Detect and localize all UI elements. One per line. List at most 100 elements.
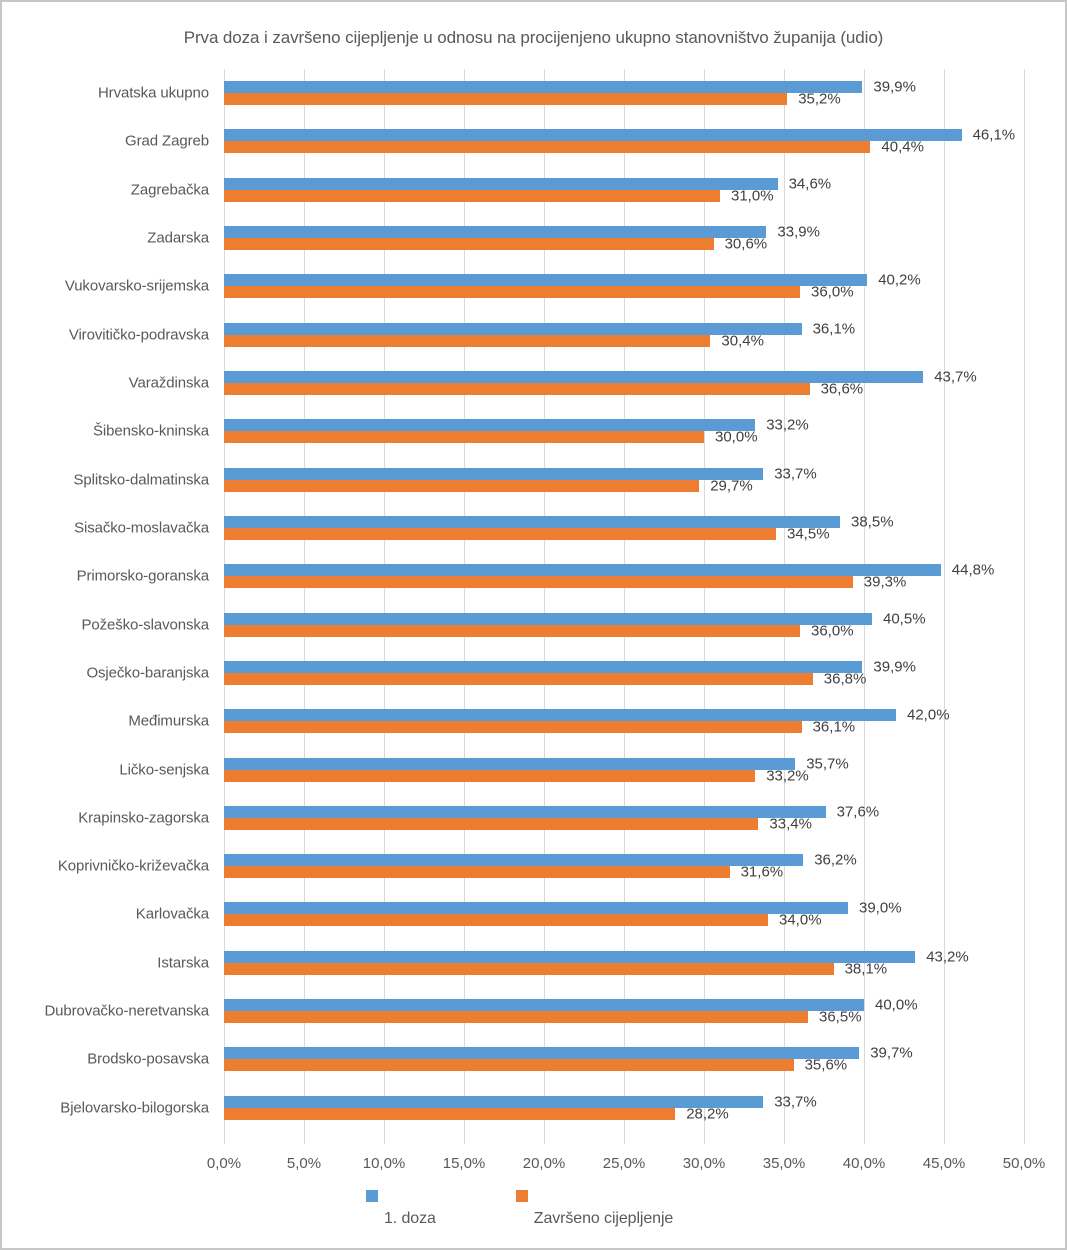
first-dose-bar: 33,9% — [224, 224, 820, 241]
value-label: 30,4% — [721, 332, 764, 350]
legend-label-first-dose: 1. doza — [384, 1210, 436, 1227]
category-label: Međimurska — [128, 712, 209, 730]
value-label: 29,7% — [710, 477, 753, 495]
chart-row: Sisačko-moslavačka 38,5% 34,5% — [74, 504, 1024, 552]
category-label: Brodsko-posavska — [87, 1050, 209, 1068]
completed-bar: 40,4% — [224, 139, 924, 156]
value-label: 33,2% — [766, 767, 809, 785]
first-dose-bar: 39,9% — [224, 658, 916, 675]
value-label: 38,1% — [844, 960, 888, 978]
value-label: 36,2% — [814, 851, 857, 869]
category-label: Požeško-slavonska — [81, 616, 209, 634]
completed-bar: 36,1% — [224, 719, 855, 736]
completed-bar: 30,4% — [224, 332, 764, 349]
value-label: 39,7% — [870, 1044, 913, 1062]
value-label: 36,8% — [823, 670, 867, 688]
first-dose-bar: 33,2% — [224, 417, 809, 434]
first-dose-bar: 40,2% — [224, 272, 921, 289]
chart-row: Grad Zagreb 46,1% 40,4% — [125, 117, 1024, 165]
value-label: 30,0% — [715, 428, 758, 446]
value-label: 35,6% — [804, 1056, 848, 1074]
chart-row: Dubrovačko-neretvanska 40,0% 36,5% — [44, 987, 1024, 1035]
value-label: 35,7% — [806, 755, 849, 773]
category-label: Sisačko-moslavačka — [74, 519, 209, 537]
value-label: 28,2% — [686, 1105, 729, 1123]
chart-row: Požeško-slavonska 40,5% 36,0% — [81, 600, 1024, 648]
completed-bar: 38,1% — [224, 960, 887, 977]
x-axis-tick: 30,0% — [682, 1155, 726, 1172]
value-label: 31,6% — [740, 863, 784, 881]
legend-entry-first-dose: 1. doza — [366, 1190, 436, 1228]
value-label: 39,9% — [873, 658, 916, 676]
chart-row: Splitsko-dalmatinska 33,7% 29,7% — [73, 456, 1024, 504]
first-dose-bar: 36,1% — [224, 320, 855, 337]
category-label: Osječko-baranjska — [86, 664, 209, 682]
completed-bar: 28,2% — [224, 1105, 729, 1122]
value-label: 36,1% — [812, 718, 856, 736]
value-label: 40,0% — [875, 996, 918, 1014]
gridline — [704, 69, 705, 1144]
first-dose-bar: 33,7% — [224, 1093, 817, 1110]
gridline — [944, 69, 945, 1144]
category-label: Splitsko-dalmatinska — [73, 471, 209, 489]
completed-bar: 31,6% — [224, 864, 783, 881]
legend-entry-completed: Završeno cijepljenje — [515, 1190, 673, 1228]
category-label: Vukovarsko-srijemska — [64, 277, 209, 295]
completed-bar: 36,0% — [224, 622, 854, 639]
value-label: 42,0% — [907, 706, 950, 724]
first-dose-bar: 40,5% — [224, 610, 926, 627]
value-label: 36,6% — [820, 380, 864, 398]
legend: 1. doza Završeno cijepljenje — [366, 1190, 673, 1228]
completed-bar: 30,0% — [224, 429, 758, 446]
first-dose-bar: 44,8% — [224, 562, 994, 579]
chart-row: Primorsko-goranska 44,8% 39,3% — [77, 552, 1024, 600]
completed-bar: 35,6% — [224, 1057, 847, 1074]
category-label: Karlovačka — [135, 905, 209, 923]
x-axis-tick: 35,0% — [762, 1155, 806, 1172]
chart-title: Prva doza i završeno cijepljenje u odnos… — [183, 28, 884, 47]
completed-bar: 31,0% — [224, 187, 774, 204]
value-label: 36,5% — [819, 1008, 862, 1026]
completed-bar: 36,0% — [224, 284, 854, 301]
completed-bar: 39,3% — [224, 574, 906, 591]
plot-area: Hrvatska ukupno 39,9% 35,2% Grad Zagreb 46,1… — [44, 69, 1025, 1144]
chart-row: Varaždinska 43,7% 36,6% — [129, 359, 1024, 407]
first-dose-bar: 46,1% — [224, 127, 1015, 144]
value-label: 43,2% — [926, 948, 969, 966]
category-label: Ličko-senjska — [119, 761, 209, 779]
chart-row: Brodsko-posavska 39,7% 35,6% — [87, 1035, 1024, 1083]
category-label: Grad Zagreb — [125, 132, 209, 150]
completed-bar: 34,0% — [224, 912, 822, 929]
first-dose-bar: 39,7% — [224, 1045, 913, 1062]
chart-row: Koprivničko-križevačka 36,2% 31,6% — [58, 842, 1024, 890]
value-label: 36,0% — [811, 283, 854, 301]
bar-rows-container: Hrvatska ukupno 39,9% 35,2% Grad Zagreb 46,1… — [44, 69, 1024, 1132]
chart-row: Osječko-baranjska 39,9% 36,8% — [86, 649, 1024, 697]
value-label: 33,7% — [774, 1093, 817, 1111]
first-dose-bar: 38,5% — [224, 513, 894, 530]
category-label: Varaždinska — [128, 374, 209, 392]
x-axis-tick: 50,0% — [1002, 1155, 1046, 1172]
gridline — [624, 69, 625, 1144]
chart-row: Zagrebačka 34,6% 31,0% — [131, 166, 1024, 214]
value-label: 46,1% — [972, 126, 1016, 144]
first-dose-bar: 43,2% — [224, 948, 969, 965]
value-label: 44,8% — [951, 561, 995, 579]
x-axis-tick: 5,0% — [286, 1155, 322, 1172]
gridline — [384, 69, 385, 1144]
x-axis-tick: 0,0% — [206, 1155, 242, 1172]
category-label: Istarska — [157, 954, 209, 972]
x-axis-tick: 15,0% — [442, 1155, 486, 1172]
completed-bar: 29,7% — [224, 477, 753, 494]
value-label: 38,5% — [851, 513, 894, 531]
value-label: 34,6% — [788, 175, 832, 193]
gridline — [784, 69, 785, 1144]
first-dose-bar: 40,0% — [224, 997, 918, 1014]
value-label: 35,2% — [798, 90, 841, 108]
category-label: Šibensko-kninska — [93, 422, 209, 440]
value-label: 33,7% — [774, 465, 817, 483]
completed-bar: 36,6% — [224, 381, 863, 398]
first-dose-bar: 43,7% — [224, 369, 977, 386]
gridline — [1024, 69, 1025, 1144]
chart-row: Zadarska 33,9% 30,6% — [147, 214, 1024, 262]
